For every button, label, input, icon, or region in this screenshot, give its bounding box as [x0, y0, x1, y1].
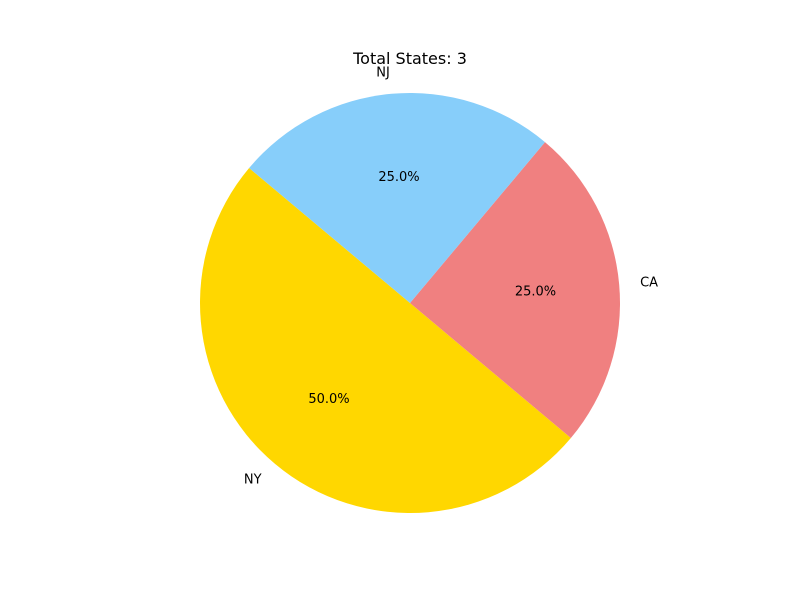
slice-label-ca: CA: [640, 275, 658, 290]
slice-label-nj: NJ: [376, 65, 390, 80]
pie-labels: 50.0% NY 25.0% CA 25.0% NJ: [244, 65, 658, 487]
pie-slices: [200, 92, 621, 514]
chart-title: Total States: 3: [352, 49, 467, 68]
pie-slice-ny: [200, 168, 571, 514]
pie-slice-ca: [410, 142, 621, 438]
pct-label-nj: 25.0%: [378, 170, 419, 185]
slice-label-ny: NY: [244, 472, 262, 487]
pct-label-ny: 50.0%: [308, 392, 349, 407]
pie-slice-nj: [249, 92, 545, 303]
pct-label-ca: 25.0%: [515, 285, 556, 300]
